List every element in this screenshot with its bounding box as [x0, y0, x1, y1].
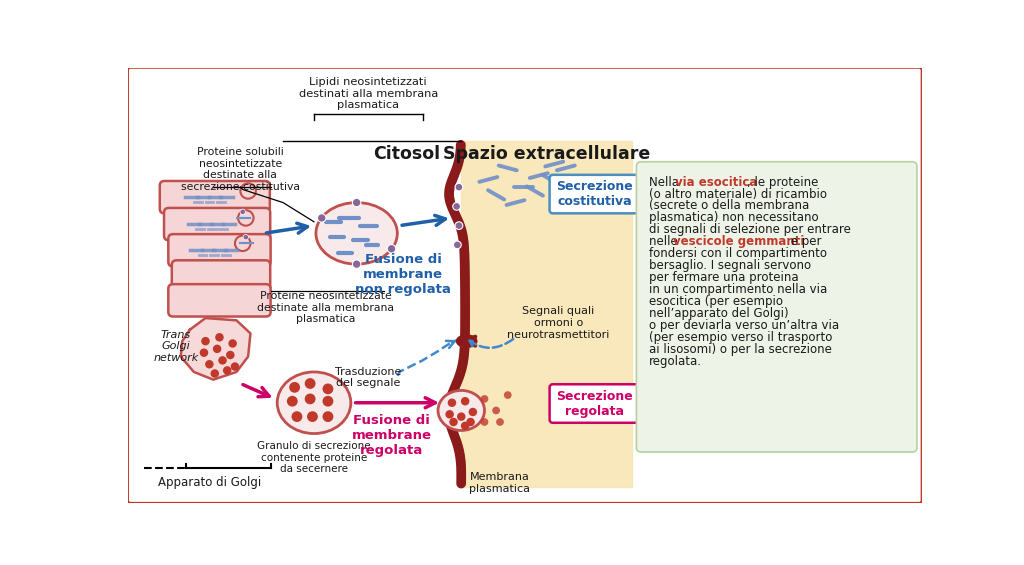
Text: Secrezione
regolata: Secrezione regolata	[556, 389, 633, 418]
Circle shape	[454, 241, 461, 249]
Ellipse shape	[278, 372, 351, 433]
Text: (per esempio verso il trasporto: (per esempio verso il trasporto	[649, 331, 833, 344]
Circle shape	[287, 396, 298, 407]
Ellipse shape	[456, 334, 477, 348]
Text: nell’apparato del Golgi): nell’apparato del Golgi)	[649, 307, 788, 320]
Text: di segnali di selezione per entrare: di segnali di selezione per entrare	[649, 223, 851, 236]
Circle shape	[455, 183, 463, 191]
Text: fondersi con il compartimento: fondersi con il compartimento	[649, 247, 826, 260]
Text: in un compartimento nella via: in un compartimento nella via	[649, 283, 827, 296]
Circle shape	[223, 366, 231, 375]
Circle shape	[202, 337, 210, 345]
Circle shape	[218, 356, 226, 364]
Circle shape	[447, 398, 457, 407]
Circle shape	[323, 411, 334, 422]
Text: Proteine neosintetizzate
destinate alla membrana
plasmatica: Proteine neosintetizzate destinate alla …	[257, 291, 394, 324]
Circle shape	[445, 410, 454, 419]
Circle shape	[450, 418, 458, 426]
Circle shape	[352, 198, 360, 207]
Circle shape	[213, 345, 221, 353]
Text: regolata.: regolata.	[649, 355, 701, 368]
Circle shape	[228, 339, 237, 347]
Text: ai lisosomi) o per la secrezione: ai lisosomi) o per la secrezione	[649, 343, 831, 356]
Text: Lipidi neosintetizzati
destinati alla membrana
plasmatica: Lipidi neosintetizzati destinati alla me…	[299, 77, 438, 110]
Polygon shape	[461, 141, 632, 488]
Ellipse shape	[438, 390, 484, 431]
Circle shape	[461, 397, 469, 406]
Circle shape	[234, 236, 251, 251]
Text: Trans
Golgi
network: Trans Golgi network	[154, 329, 199, 363]
Circle shape	[226, 351, 234, 359]
Text: Nella: Nella	[649, 176, 683, 189]
Circle shape	[493, 407, 500, 414]
Circle shape	[323, 384, 334, 394]
Circle shape	[289, 382, 300, 393]
Circle shape	[211, 370, 219, 378]
Text: Trasduzione
del segnale: Trasduzione del segnale	[335, 367, 401, 388]
Circle shape	[496, 418, 504, 426]
FancyBboxPatch shape	[550, 175, 640, 214]
Text: Citosol: Citosol	[374, 145, 440, 163]
Text: vescicole gemmanti: vescicole gemmanti	[673, 235, 804, 248]
Text: Secrezione
costitutiva: Secrezione costitutiva	[556, 180, 633, 208]
FancyBboxPatch shape	[160, 181, 270, 214]
Circle shape	[243, 234, 249, 240]
Circle shape	[292, 411, 302, 422]
FancyBboxPatch shape	[168, 284, 270, 316]
Polygon shape	[180, 318, 251, 380]
Ellipse shape	[316, 202, 397, 264]
Text: per fermare una proteina: per fermare una proteina	[649, 271, 799, 284]
FancyBboxPatch shape	[164, 208, 270, 240]
Text: plasmatica) non necessitano: plasmatica) non necessitano	[649, 211, 818, 224]
Circle shape	[240, 209, 246, 215]
Circle shape	[215, 333, 223, 341]
Text: nelle: nelle	[649, 235, 681, 248]
FancyBboxPatch shape	[168, 234, 270, 267]
Text: (secrete o della membrana: (secrete o della membrana	[649, 199, 809, 212]
Text: (o altro materiale) di ricambio: (o altro materiale) di ricambio	[649, 188, 826, 201]
Circle shape	[238, 210, 254, 225]
Circle shape	[200, 349, 208, 357]
Circle shape	[466, 418, 475, 426]
Text: e per: e per	[786, 235, 821, 248]
Text: Spazio extracellulare: Spazio extracellulare	[442, 145, 650, 163]
FancyBboxPatch shape	[550, 384, 640, 423]
Circle shape	[241, 183, 256, 199]
Text: o per deviarla verso un’altra via: o per deviarla verso un’altra via	[649, 319, 839, 332]
Circle shape	[305, 393, 315, 405]
FancyBboxPatch shape	[127, 67, 923, 503]
Circle shape	[230, 362, 240, 371]
Text: Proteine solubili
neosintetizzate
destinate alla
secrezione costitutiva: Proteine solubili neosintetizzate destin…	[181, 147, 300, 192]
Circle shape	[469, 408, 477, 416]
Circle shape	[387, 245, 396, 253]
Circle shape	[323, 396, 334, 407]
Circle shape	[457, 412, 466, 421]
Text: esocitica (per esempio: esocitica (per esempio	[649, 295, 782, 308]
Text: bersaglio. I segnali servono: bersaglio. I segnali servono	[649, 259, 811, 272]
Circle shape	[480, 395, 488, 403]
FancyBboxPatch shape	[172, 260, 270, 291]
Circle shape	[307, 411, 317, 422]
Text: Fusione di
membrane
regolata: Fusione di membrane regolata	[351, 414, 431, 457]
Text: Apparato di Golgi: Apparato di Golgi	[158, 476, 261, 489]
Circle shape	[352, 260, 360, 268]
Circle shape	[453, 202, 461, 210]
Text: Fusione di
membrane
non regolata: Fusione di membrane non regolata	[355, 253, 451, 295]
Circle shape	[305, 378, 315, 389]
Text: , le proteine: , le proteine	[748, 176, 818, 189]
Text: Granulo di secrezione
contenente proteine
da secernere: Granulo di secrezione contenente protein…	[257, 441, 371, 475]
Text: Segnali quali
ormoni o
neurotrasmettitori: Segnali quali ormoni o neurotrasmettitor…	[507, 306, 609, 340]
Circle shape	[455, 222, 463, 229]
Circle shape	[317, 214, 326, 222]
Circle shape	[504, 391, 512, 399]
Text: via esocitica: via esocitica	[675, 176, 758, 189]
Circle shape	[480, 418, 488, 426]
Circle shape	[461, 421, 469, 430]
FancyBboxPatch shape	[636, 162, 916, 452]
Circle shape	[205, 360, 214, 368]
Text: Membrana
plasmatica: Membrana plasmatica	[469, 472, 530, 494]
